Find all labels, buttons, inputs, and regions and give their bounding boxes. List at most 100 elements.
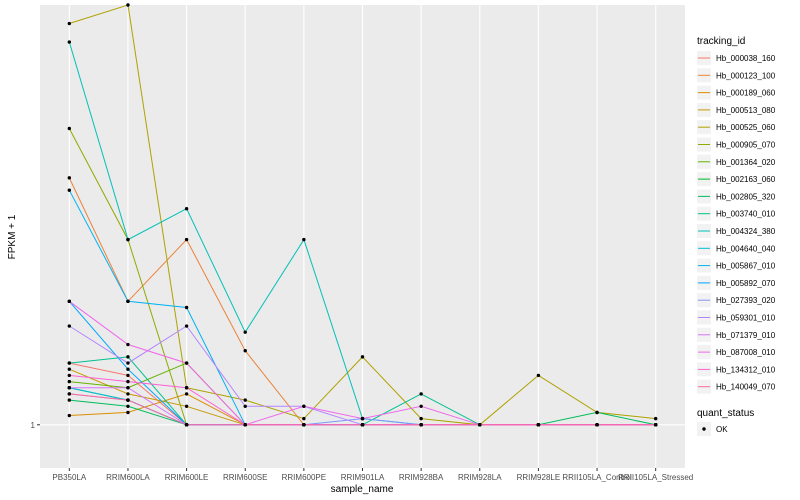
legend-label: Hb_134312_010 [716,365,776,374]
data-point [360,355,365,359]
legend-label: Hb_000123_100 [716,71,776,80]
y-axis: 1 [31,421,40,430]
legend-label: Hb_087008_010 [716,348,776,357]
data-point [653,416,658,421]
data-point [184,361,189,365]
gridlines [40,5,685,468]
data-point [302,423,306,427]
data-point [67,21,72,26]
legend-label: Hb_001364_020 [716,158,776,167]
y-axis-title: FPKM + 1 [7,214,18,259]
data-point [67,299,72,304]
x-tick-label: RRIM928LE [517,473,561,482]
legend-label: Hb_059301_010 [716,314,776,323]
data-point [419,416,423,421]
data-point [302,404,306,408]
data-point [184,305,189,310]
legend-label: Hb_071379_010 [716,331,776,340]
data-point [243,423,247,427]
data-point [536,423,541,427]
data-point [126,355,130,359]
legend-label: Hb_002163_060 [716,175,776,184]
legend-label: Hb_000189_060 [716,89,776,98]
shape-legend-title: quant_status [697,408,754,419]
data-point [126,299,130,304]
shape-legend-swatch [702,427,706,431]
data-point [67,379,72,384]
shape-legend-label: OK [716,425,728,434]
series-points [67,3,658,427]
data-point [67,40,72,44]
data-point [67,361,72,365]
data-point [243,404,247,408]
data-point [67,398,72,402]
legend-label: Hb_005867_010 [716,262,776,271]
data-point [67,413,72,418]
data-point [67,324,72,328]
data-point [126,361,130,365]
data-point [419,423,423,427]
x-axis: PB350LA RRIM600LA RRIM600LE RRIM600SE RRIM60… [52,468,693,482]
data-point [243,330,247,334]
legend-label: Hb_004324_380 [716,227,776,236]
data-point [67,188,72,192]
data-point [184,386,189,390]
data-point [67,392,72,396]
data-point [360,423,365,427]
y-tick-label: 1 [31,421,36,430]
legend-label: Hb_000905_070 [716,141,776,150]
data-point [126,373,130,378]
legend-title: tracking_id [697,36,745,47]
data-point [67,373,72,378]
x-axis-title: sample_name [331,484,394,495]
data-point [67,126,72,131]
data-point [360,416,365,421]
data-point [184,237,189,242]
x-tick-label: RRIM600LA [106,473,150,482]
data-point [126,404,130,408]
data-point [126,392,130,396]
data-point [243,349,247,353]
data-point [126,386,130,390]
data-point [126,237,130,242]
data-point [126,3,130,7]
data-point [184,404,189,408]
data-point [184,324,189,328]
data-point [653,423,658,427]
data-point [419,404,423,408]
data-point [126,410,130,415]
x-tick-label: RRIM901LA [341,473,385,482]
legend-label: Hb_002805_320 [716,192,776,201]
x-tick-label: RRII105LA_Stressed [618,473,693,482]
data-point [243,398,247,402]
data-point [536,373,541,378]
legend-label: Hb_005892_070 [716,279,776,288]
data-point [126,379,130,384]
x-tick-label: PB350LA [52,473,86,482]
data-point [302,237,306,242]
data-point [67,176,72,180]
legend-label: Hb_140049_070 [716,383,776,392]
data-point [67,386,72,390]
data-point [595,423,599,427]
data-point [126,342,130,347]
data-point [126,398,130,402]
data-point [184,423,189,427]
data-point [184,392,189,396]
legend-label: Hb_003740_010 [716,210,776,219]
data-point [126,367,130,371]
x-tick-label: RRII105LA_Control [562,473,632,482]
legend-label: Hb_000513_080 [716,106,776,115]
data-point [595,410,599,415]
x-tick-label: RRIM928BA [399,473,444,482]
legend: tracking_id Hb_000038_160 Hb_000123_100 Hb… [697,36,776,436]
x-tick-label: RRIM600LE [165,473,209,482]
legend-label: Hb_000038_160 [716,54,776,63]
legend-label: Hb_027393_020 [716,296,776,305]
data-point [419,392,423,396]
data-point [67,367,72,371]
legend-label: Hb_000525_060 [716,123,776,132]
x-tick-label: RRIM928LA [458,473,502,482]
x-tick-label: RRIM600PE [282,473,326,482]
